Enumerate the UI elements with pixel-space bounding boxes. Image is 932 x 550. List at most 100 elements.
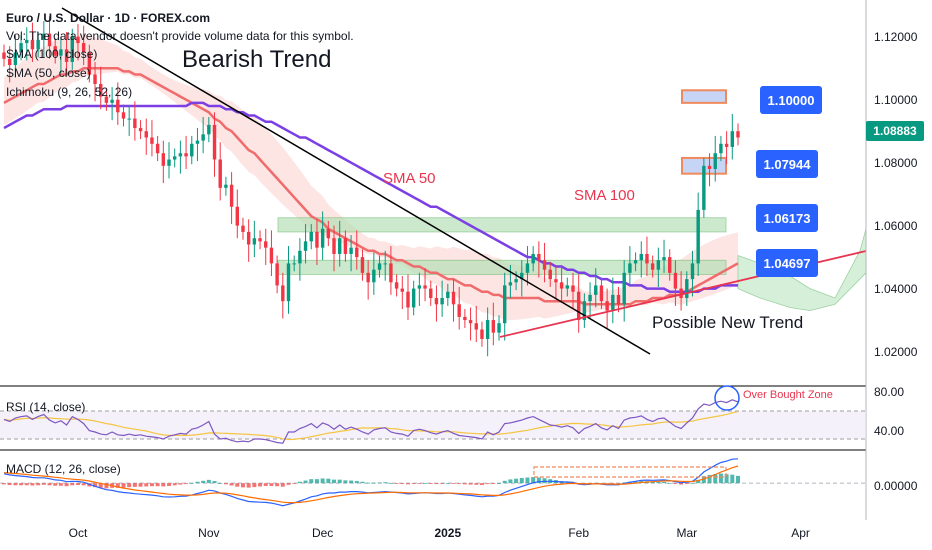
macd-histogram-bar bbox=[184, 483, 189, 485]
macd-histogram-bar bbox=[64, 483, 69, 487]
macd-histogram-bar bbox=[280, 483, 285, 487]
x-tick-label: Feb bbox=[568, 526, 590, 540]
candle-body bbox=[360, 257, 365, 273]
macd-histogram-bar bbox=[519, 477, 524, 484]
candle-body bbox=[696, 209, 700, 264]
candle-body bbox=[121, 112, 126, 119]
price-level-1: 1.10000 bbox=[760, 86, 822, 114]
macd-histogram-bar bbox=[696, 479, 701, 484]
candle-body bbox=[269, 247, 274, 264]
macd-histogram-bar bbox=[690, 482, 695, 484]
candle-body bbox=[133, 118, 137, 129]
candle-body bbox=[161, 153, 166, 166]
macd-histogram-bar bbox=[440, 483, 445, 484]
candle-body bbox=[298, 250, 302, 264]
rsi-line bbox=[3, 399, 739, 444]
macd-histogram-bar bbox=[616, 483, 621, 484]
macd-histogram-bar bbox=[132, 483, 137, 487]
macd-histogram-bar bbox=[269, 483, 274, 486]
candle-body bbox=[286, 263, 291, 302]
candle-body bbox=[429, 288, 433, 299]
macd-histogram-bar bbox=[252, 483, 257, 488]
macd-histogram-bar bbox=[36, 483, 41, 486]
macd-histogram-bar bbox=[673, 483, 678, 484]
candle-body bbox=[542, 260, 547, 270]
support-zone-1 bbox=[277, 217, 727, 233]
sma100-legend[interactable]: SMA (100, close) bbox=[6, 47, 98, 61]
candle-body bbox=[315, 231, 319, 248]
macd-histogram-bar bbox=[383, 482, 388, 484]
macd-histogram-bar bbox=[343, 480, 348, 484]
macd-histogram-bar bbox=[445, 483, 450, 484]
candle-body bbox=[377, 263, 382, 270]
macd-histogram-bar bbox=[730, 474, 735, 484]
ichimoku-legend[interactable]: Ichimoku (9, 26, 52, 26) bbox=[6, 85, 133, 99]
candle-body bbox=[7, 58, 12, 66]
macd-histogram-bar bbox=[724, 474, 729, 484]
macd-histogram-bar bbox=[633, 481, 638, 484]
candle-body bbox=[491, 320, 496, 333]
macd-label[interactable]: MACD (12, 26, close) bbox=[6, 462, 121, 476]
x-tick-label: Nov bbox=[198, 526, 220, 540]
y-tick-label: 1.02000 bbox=[874, 344, 918, 359]
candle-body bbox=[576, 291, 581, 321]
macd-histogram-bar bbox=[428, 483, 433, 484]
macd-histogram-bar bbox=[457, 483, 462, 484]
candle-body bbox=[309, 231, 313, 242]
target-zone-1 bbox=[681, 89, 727, 104]
macd-histogram-bar bbox=[30, 483, 35, 486]
candle-body bbox=[554, 279, 558, 283]
macd-histogram-bar bbox=[275, 483, 280, 487]
candle-body bbox=[246, 231, 251, 245]
candle-body bbox=[212, 124, 217, 160]
macd-histogram-bar bbox=[2, 483, 6, 485]
price-level-4: 1.04697 bbox=[756, 249, 818, 277]
candle-body bbox=[588, 294, 592, 302]
sma50-legend[interactable]: SMA (50, close) bbox=[6, 66, 91, 80]
candle-body bbox=[155, 143, 160, 154]
macd-histogram-bar bbox=[451, 483, 456, 484]
ichimoku-cloud-area bbox=[4, 33, 738, 321]
macd-histogram-bar bbox=[223, 483, 228, 485]
macd-histogram-bar bbox=[292, 483, 297, 484]
rsi-label[interactable]: RSI (14, close) bbox=[6, 400, 86, 414]
macd-histogram-bar bbox=[417, 483, 422, 484]
candle-body bbox=[258, 238, 262, 242]
candle-body bbox=[76, 36, 80, 44]
bearish-trendline bbox=[61, 7, 651, 355]
candle-body bbox=[59, 49, 63, 56]
candle-body bbox=[25, 39, 29, 44]
candle-body bbox=[474, 323, 478, 330]
candle-body bbox=[53, 46, 57, 56]
macd-histogram-bar bbox=[479, 483, 484, 486]
macd-histogram-bar bbox=[354, 481, 359, 484]
macd-histogram-bar bbox=[377, 482, 382, 484]
macd-histogram-bar bbox=[388, 482, 393, 484]
macd-histogram-bar bbox=[502, 480, 507, 484]
macd-histogram-bar bbox=[400, 483, 405, 484]
candle-body bbox=[650, 263, 655, 270]
candle-body bbox=[531, 253, 535, 264]
candle-body bbox=[690, 263, 695, 280]
candle-body bbox=[548, 269, 552, 280]
candle-body bbox=[713, 153, 717, 169]
candle-body bbox=[93, 74, 97, 84]
candle-body bbox=[116, 99, 120, 113]
macd-histogram-bar bbox=[536, 477, 541, 484]
macd-histogram-bar bbox=[371, 482, 376, 484]
candle-body bbox=[172, 156, 177, 160]
y-tick-label: 1.10000 bbox=[874, 92, 918, 107]
candle-body bbox=[70, 36, 74, 62]
macd-histogram-bar bbox=[47, 483, 52, 486]
macd-histogram-bar bbox=[411, 483, 416, 484]
macd-histogram-bar bbox=[24, 483, 29, 486]
candle-body bbox=[275, 263, 279, 286]
macd-histogram-bar bbox=[70, 483, 75, 486]
candle-body bbox=[679, 288, 683, 299]
macd-histogram-bar bbox=[667, 482, 672, 484]
macd-histogram-bar bbox=[701, 476, 706, 484]
macd-histogram-bar bbox=[525, 477, 530, 484]
candle-body bbox=[730, 131, 735, 147]
macd-histogram-bar bbox=[366, 482, 371, 484]
candle-body bbox=[656, 260, 661, 270]
